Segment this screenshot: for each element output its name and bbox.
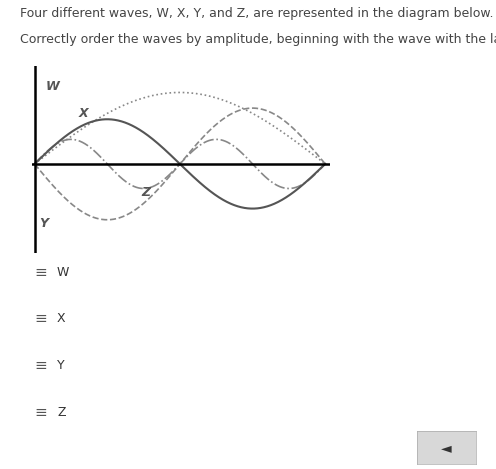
Text: Z: Z: [57, 406, 65, 419]
Text: X: X: [78, 107, 88, 120]
Text: Z: Z: [141, 186, 150, 199]
Text: Y: Y: [39, 217, 48, 230]
Text: Y: Y: [57, 359, 64, 372]
Text: ≡: ≡: [35, 358, 48, 373]
Text: ≡: ≡: [35, 405, 48, 420]
Text: Correctly order the waves by amplitude, beginning with the wave with the largest: Correctly order the waves by amplitude, …: [20, 33, 496, 46]
Text: Four different waves, W, X, Y, and Z, are represented in the diagram below.: Four different waves, W, X, Y, and Z, ar…: [20, 7, 494, 20]
Text: W: W: [46, 80, 60, 93]
Text: X: X: [57, 312, 65, 325]
Text: W: W: [57, 265, 69, 279]
Text: ≡: ≡: [35, 311, 48, 326]
Text: ◄: ◄: [441, 441, 452, 455]
Text: ≡: ≡: [35, 265, 48, 280]
